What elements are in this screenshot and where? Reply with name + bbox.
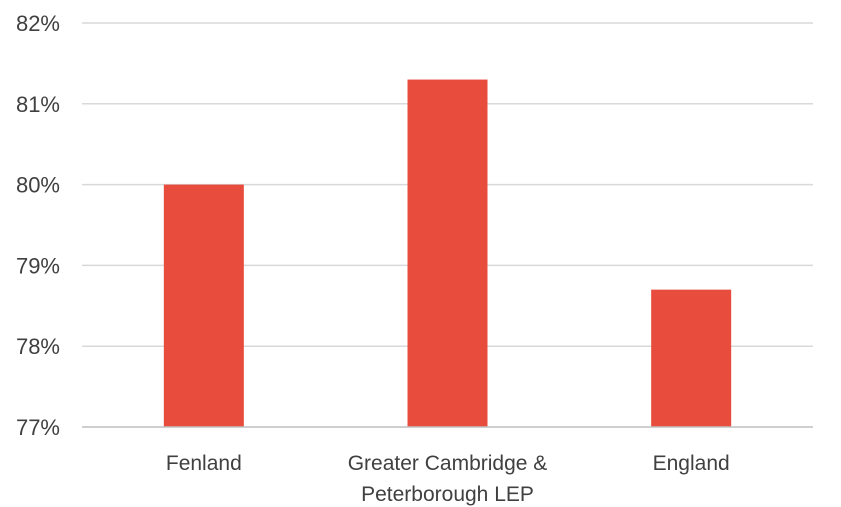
y-tick-label: 80%	[16, 173, 60, 198]
bar-0	[163, 184, 244, 427]
bars	[163, 79, 732, 427]
bar-1	[407, 79, 488, 427]
y-tick-label: 78%	[16, 334, 60, 359]
x-axis-category-labels: Fenland Greater Cambridge & Peterborough L…	[166, 452, 730, 506]
y-tick-label: 82%	[16, 11, 60, 36]
x-category-label-line: Greater Cambridge &	[348, 452, 548, 475]
y-axis-tick-labels: 77% 78% 79% 80% 81% 82%	[16, 11, 60, 440]
x-category-label: England	[653, 452, 730, 475]
x-category-label: Greater Cambridge & Peterborough LEP	[348, 452, 548, 506]
x-category-label: Fenland	[166, 452, 242, 475]
y-tick-label: 77%	[16, 415, 60, 440]
y-tick-label: 79%	[16, 253, 60, 278]
x-category-label-line: England	[653, 452, 730, 475]
x-category-label-line: Fenland	[166, 452, 242, 475]
y-tick-label: 81%	[16, 92, 60, 117]
bar-2	[651, 289, 732, 427]
x-category-label-line: Peterborough LEP	[361, 483, 534, 506]
